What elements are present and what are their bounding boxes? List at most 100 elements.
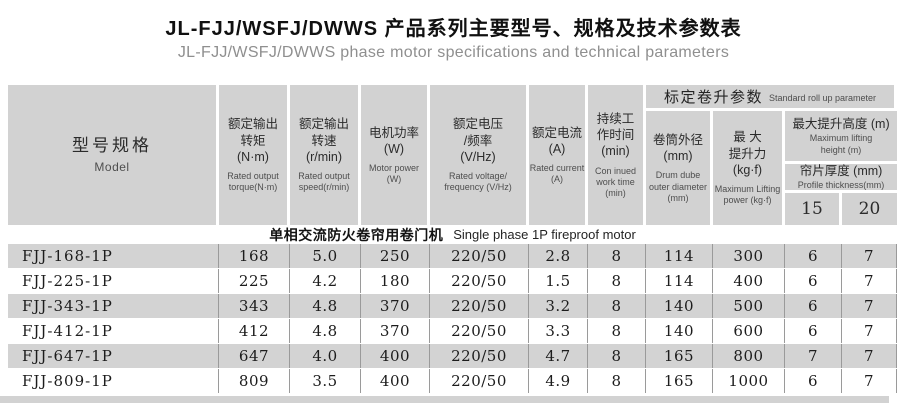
value-cell: 220/50: [430, 369, 529, 393]
col-header-lift-power-cn: 最 大 提升力 (kg·f): [728, 130, 767, 177]
col-header-torque: 额定输出 转矩 (N·m) Rated output torque(N·m): [219, 85, 290, 225]
group-header-rollup: 标定卷升参数 Standard roll up parameter: [646, 85, 897, 111]
value-cell: 220/50: [430, 244, 529, 268]
value-cell: 3.5: [290, 369, 361, 393]
table-row: FJJ-809-1P 809 3.5 400 220/50 4.9 8 165 1000 6 7: [8, 369, 897, 394]
col-header-motor-power: 电机功率 (W) Motor power (W): [361, 85, 430, 225]
value-cell: 800: [713, 344, 785, 368]
value-cell: 140: [646, 294, 713, 318]
value-cell: 5.0: [290, 244, 361, 268]
model-cell: FJJ-343-1P: [8, 294, 219, 318]
value-cell: 4.0: [290, 344, 361, 368]
value-cell: 809: [219, 369, 290, 393]
value-cell: 1.5: [529, 269, 588, 293]
value-cell: 7: [785, 344, 842, 368]
section-title-en: Single phase 1P fireproof motor: [453, 227, 636, 242]
col-header-thickness: 帘片厚度 (mm) Profile thickness(mm): [785, 164, 897, 193]
section-title-cn: 单相交流防火卷帘用卷门机: [269, 226, 444, 243]
value-cell: 8: [588, 369, 646, 393]
section-band: 单相交流防火卷帘用卷门机 Single phase 1P fireproof m…: [8, 225, 897, 244]
model-cell: FJJ-647-1P: [8, 344, 219, 368]
value-cell: 6: [785, 244, 842, 268]
value-cell: 165: [646, 369, 713, 393]
value-cell: 412: [219, 319, 290, 343]
model-cell: FJJ-809-1P: [8, 369, 219, 393]
value-cell: 500: [713, 294, 785, 318]
col-header-thickness-cn: 帘片厚度 (mm): [799, 164, 883, 179]
bottom-strip: [0, 396, 889, 403]
value-cell: 6: [785, 269, 842, 293]
col-header-lift-power: 最 大 提升力 (kg·f) Maximum Lifting power (kg…: [713, 111, 785, 225]
value-cell: 8: [588, 344, 646, 368]
value-cell: 250: [361, 244, 430, 268]
value-cell: 220/50: [430, 344, 529, 368]
col-header-drum: 卷筒外径 (mm) Drum dube outer diameter (mm): [646, 111, 713, 225]
col-header-current: 额定电流 (A) Rated current (A): [529, 85, 588, 225]
model-cell: FJJ-225-1P: [8, 269, 219, 293]
value-cell: 4.8: [290, 294, 361, 318]
value-cell: 300: [713, 244, 785, 268]
col-header-work-time: 持续工 作时间 (min) Con inued work time (min): [588, 85, 646, 225]
value-cell: 7: [842, 369, 897, 393]
value-cell: 225: [219, 269, 290, 293]
col-header-voltage-en: Rated voltage/ frequency (V/Hz): [444, 171, 512, 193]
page-header: JL-FJJ/WSFJ/DWWS 产品系列主要型号、规格及技术参数表 JL-FJ…: [0, 0, 907, 62]
value-cell: 165: [646, 344, 713, 368]
value-cell: 6: [785, 294, 842, 318]
value-cell: 400: [361, 344, 430, 368]
table-body: FJJ-168-1P 168 5.0 250 220/50 2.8 8 114 300 6 7 FJJ…: [8, 244, 897, 394]
col-header-current-cn: 额定电流 (A): [531, 125, 582, 156]
value-cell: 6: [785, 319, 842, 343]
col-header-work-time-cn: 持续工 作时间 (min): [596, 111, 635, 159]
col-header-voltage: 额定电压 /频率 (V/Hz) Rated voltage/ frequency…: [430, 85, 529, 225]
col-header-motor-power-en: Motor power (W): [368, 163, 420, 185]
value-cell: 8: [588, 319, 646, 343]
value-cell: 220/50: [430, 319, 529, 343]
thickness-15-label: 15: [801, 199, 823, 219]
col-header-voltage-cn: 额定电压 /频率 (V/Hz): [452, 117, 503, 164]
value-cell: 4.7: [529, 344, 588, 368]
col-header-current-en: Rated current (A): [529, 163, 585, 185]
page-subtitle: JL-FJJ/WSFJ/DWWS phase motor specificati…: [177, 44, 730, 61]
value-cell: 114: [646, 244, 713, 268]
value-cell: 4.2: [290, 269, 361, 293]
col-header-drum-en: Drum dube outer diameter (mm): [648, 170, 708, 203]
col-header-model-cn: 型号规格: [72, 135, 152, 155]
value-cell: 400: [713, 269, 785, 293]
group-header-rollup-cn: 标定卷升参数: [663, 89, 763, 106]
col-header-torque-en: Rated output torque(N·m): [227, 171, 279, 193]
col-header-model-en: Model: [94, 160, 130, 175]
value-cell: 6: [785, 369, 842, 393]
value-cell: 220/50: [430, 269, 529, 293]
value-cell: 140: [646, 319, 713, 343]
value-cell: 7: [842, 244, 897, 268]
table-row: FJJ-343-1P 343 4.8 370 220/50 3.2 8 140 500 6 7: [8, 294, 897, 319]
col-header-thickness-15: 15: [785, 193, 842, 225]
value-cell: 3.3: [529, 319, 588, 343]
col-header-thickness-en: Profile thickness(mm): [797, 179, 885, 190]
value-cell: 600: [713, 319, 785, 343]
col-header-thickness-20: 20: [842, 193, 897, 225]
value-cell: 370: [361, 294, 430, 318]
value-cell: 3.2: [529, 294, 588, 318]
col-header-model: 型号规格 Model: [8, 85, 219, 225]
value-cell: 7: [842, 294, 897, 318]
value-cell: 370: [361, 319, 430, 343]
page-title: JL-FJJ/WSFJ/DWWS 产品系列主要型号、规格及技术参数表: [165, 18, 742, 40]
value-cell: 180: [361, 269, 430, 293]
table-row: FJJ-412-1P 412 4.8 370 220/50 3.3 8 140 600 6 7: [8, 319, 897, 344]
value-cell: 114: [646, 269, 713, 293]
value-cell: 647: [219, 344, 290, 368]
col-header-torque-cn: 额定输出 转矩 (N·m): [227, 117, 278, 164]
model-cell: FJJ-412-1P: [8, 319, 219, 343]
col-header-lift-height: 最大提升高度 (m) Maximum lifting height (m): [785, 111, 897, 164]
value-cell: 220/50: [430, 294, 529, 318]
value-cell: 168: [219, 244, 290, 268]
table-row: FJJ-647-1P 647 4.0 400 220/50 4.7 8 165 800 7 7: [8, 344, 897, 369]
col-header-drum-cn: 卷筒外径 (mm): [652, 132, 703, 164]
thickness-20-label: 20: [858, 199, 881, 219]
value-cell: 7: [842, 269, 897, 293]
value-cell: 4.8: [290, 319, 361, 343]
group-header-rollup-en: Standard roll up parameter: [768, 92, 877, 103]
value-cell: 8: [588, 244, 646, 268]
